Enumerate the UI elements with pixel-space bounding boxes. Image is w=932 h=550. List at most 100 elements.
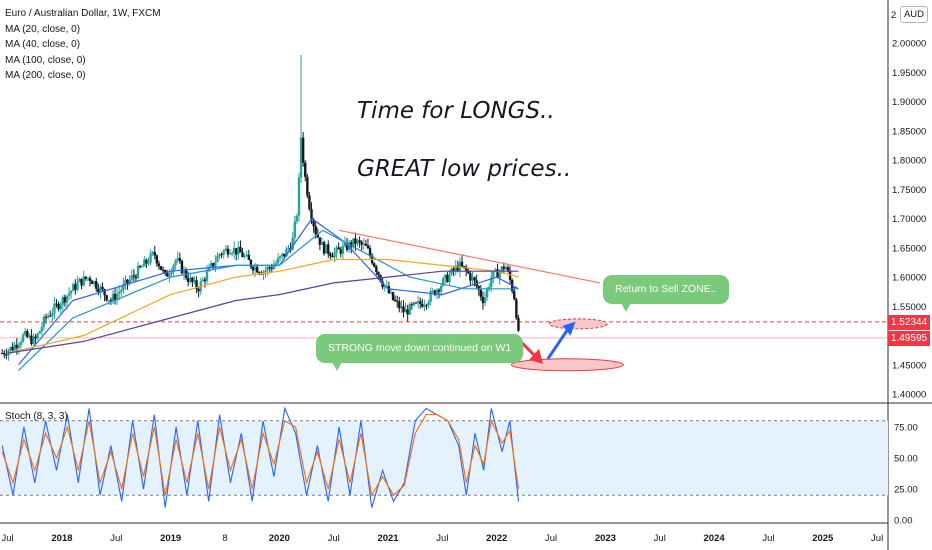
candle-up bbox=[92, 281, 96, 285]
candle-up bbox=[293, 221, 297, 238]
candle-down bbox=[314, 226, 317, 235]
candle-up bbox=[281, 253, 284, 257]
stoch-label: Stoch (8, 3, 3) bbox=[5, 411, 68, 422]
candle-down bbox=[318, 237, 322, 245]
candle-up bbox=[400, 306, 403, 309]
candle-down bbox=[452, 268, 455, 271]
candle-up bbox=[170, 271, 173, 275]
candle-up bbox=[492, 271, 495, 278]
candle-up bbox=[485, 288, 489, 298]
stoch-tick-label: 75.00 bbox=[894, 423, 918, 434]
candle-down bbox=[249, 259, 253, 267]
legend-symbol: Euro / Australian Dollar, 1W, FXCM bbox=[5, 8, 161, 19]
candle-down bbox=[396, 300, 399, 302]
candle-down bbox=[235, 248, 238, 255]
candle-down bbox=[3, 353, 6, 355]
candle-down bbox=[34, 336, 37, 339]
candle-up bbox=[243, 255, 246, 258]
candle-up bbox=[341, 246, 345, 254]
candle-down bbox=[15, 344, 19, 348]
candle-down bbox=[251, 266, 255, 271]
currency-badge[interactable]: AUD bbox=[900, 6, 928, 23]
candle-down bbox=[414, 302, 418, 304]
candle-up bbox=[42, 316, 46, 328]
legend-ma40: MA (40, close, 0) bbox=[5, 39, 81, 50]
candle-up bbox=[130, 275, 133, 280]
candle-up bbox=[320, 242, 324, 245]
candle-up bbox=[149, 253, 152, 263]
candle-up bbox=[272, 265, 276, 270]
candle-down bbox=[354, 238, 357, 244]
candle-down bbox=[339, 249, 342, 254]
price-tick-label: 1.95000 bbox=[892, 68, 926, 79]
candle-up bbox=[324, 244, 328, 254]
candle-up bbox=[13, 344, 16, 351]
candle-up bbox=[297, 177, 301, 216]
candle-up bbox=[385, 286, 388, 288]
candle-up bbox=[285, 248, 288, 257]
candle-up bbox=[207, 266, 211, 272]
stoch-band bbox=[0, 420, 888, 496]
candle-up bbox=[76, 282, 79, 290]
candle-up bbox=[471, 277, 474, 281]
stoch-lines bbox=[1, 406, 520, 508]
candle-up bbox=[28, 335, 31, 337]
candle-up bbox=[404, 309, 407, 313]
candle-down bbox=[49, 315, 52, 317]
stoch-tick-label: 50.00 bbox=[894, 454, 918, 465]
candle-up bbox=[214, 262, 217, 267]
arrow-up-shaft bbox=[546, 325, 571, 360]
candle-up bbox=[274, 263, 278, 266]
price-tick-label: 1.55000 bbox=[892, 302, 926, 313]
candle-down bbox=[95, 281, 98, 289]
candle-down bbox=[515, 299, 518, 319]
candle-up bbox=[120, 290, 123, 292]
candle-down bbox=[203, 279, 207, 282]
candle-up bbox=[276, 257, 280, 264]
stoch-line-d bbox=[1, 414, 520, 497]
moving-averages bbox=[7, 217, 519, 372]
candle-down bbox=[364, 243, 368, 246]
candle-down bbox=[387, 286, 391, 294]
candle-up bbox=[266, 266, 269, 271]
candle-down bbox=[337, 247, 340, 250]
candle-down bbox=[508, 270, 512, 281]
candle-down bbox=[358, 240, 361, 243]
price-tick-label: 1.85000 bbox=[892, 126, 926, 137]
candle-up bbox=[490, 277, 493, 287]
candle-down bbox=[268, 266, 271, 269]
candle-down bbox=[180, 260, 184, 274]
candle-down bbox=[464, 266, 468, 271]
candle-up bbox=[82, 276, 85, 286]
time-tick-label: 2023 bbox=[595, 533, 616, 544]
candle-down bbox=[406, 309, 409, 315]
ma-line-2 bbox=[18, 229, 519, 372]
candle-up bbox=[168, 274, 171, 277]
candle-up bbox=[487, 286, 491, 289]
candle-up bbox=[356, 240, 359, 244]
candle-up bbox=[287, 247, 290, 249]
trendline-group bbox=[338, 229, 601, 284]
headline-low-prices: GREAT low prices.. bbox=[357, 156, 572, 182]
legend-ma20: MA (20, close, 0) bbox=[5, 23, 81, 35]
buy-zone bbox=[510, 358, 624, 372]
candle-down bbox=[310, 209, 313, 220]
stoch-tick-label: 25.00 bbox=[894, 485, 918, 496]
candle-down bbox=[446, 274, 449, 283]
candle-down bbox=[360, 242, 363, 245]
time-tick-label: Jul bbox=[545, 533, 557, 544]
time-tick-label: 2019 bbox=[160, 533, 181, 544]
arrow-up-head bbox=[562, 321, 576, 336]
candle-up bbox=[352, 238, 355, 247]
price-tick-label: 1.90000 bbox=[892, 97, 926, 108]
candle-down bbox=[63, 297, 67, 303]
candle-down bbox=[153, 252, 156, 256]
candle-down bbox=[391, 292, 395, 300]
candle-up bbox=[17, 344, 21, 348]
price-tick-label-top: 2 bbox=[891, 10, 896, 21]
candle-down bbox=[481, 296, 485, 304]
candle-down bbox=[84, 276, 87, 279]
time-tick-label: 2020 bbox=[269, 533, 290, 544]
candle-up bbox=[32, 336, 35, 345]
